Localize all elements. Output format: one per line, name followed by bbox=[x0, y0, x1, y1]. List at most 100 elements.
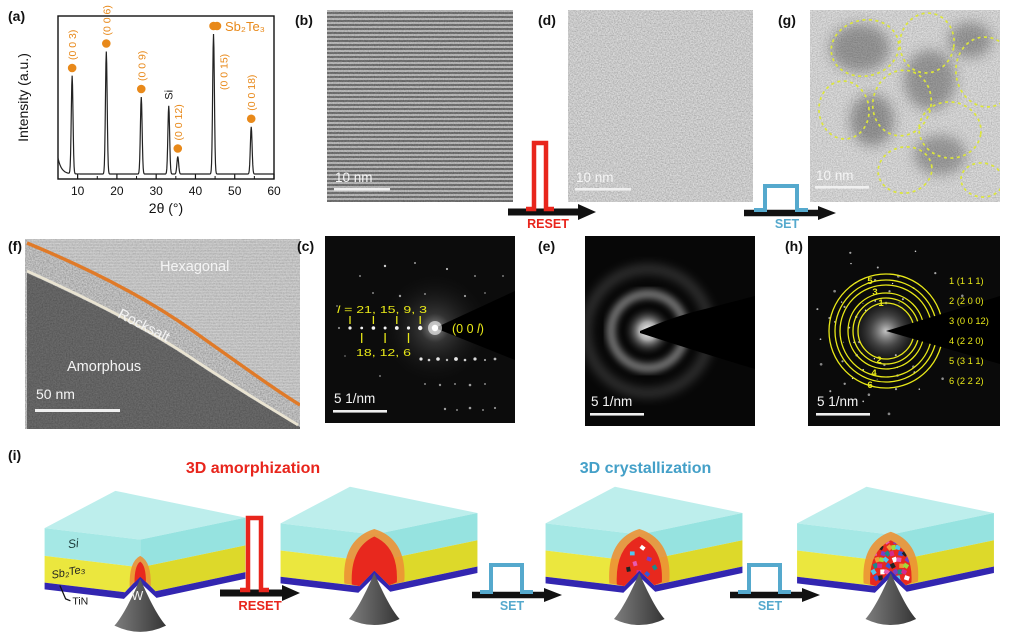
beam-stop bbox=[435, 291, 515, 360]
beam-stop bbox=[640, 296, 755, 369]
x-axis-label: 2θ (°) bbox=[149, 200, 183, 216]
set-pulse-arrow-3: SET bbox=[730, 563, 820, 612]
melt-core-red bbox=[351, 536, 397, 587]
svg-text:10 nm: 10 nm bbox=[576, 170, 614, 185]
svg-text:4 (2 2 0): 4 (2 2 0) bbox=[949, 336, 984, 346]
set-pulse-arrow-1: SET bbox=[744, 184, 836, 230]
scale-bar-c: 5 1/nm bbox=[333, 391, 387, 413]
svg-text:6 (2 2 2): 6 (2 2 2) bbox=[949, 376, 984, 386]
panel-label-d: (d) bbox=[538, 12, 556, 28]
scale-bar-g: 10 nm bbox=[815, 168, 869, 189]
peak-label: (0 0 18) bbox=[246, 75, 258, 111]
peak-label: (0 0 6) bbox=[101, 5, 113, 35]
scale-bar-d: 10 nm bbox=[575, 170, 631, 191]
svg-text:1 (1 1 1): 1 (1 1 1) bbox=[949, 276, 984, 286]
si-front-left-face bbox=[44, 528, 141, 568]
set-label: SET bbox=[775, 217, 800, 230]
peak-label: (0 0 12) bbox=[173, 104, 185, 140]
l-index-row-top: l = 21, 15, 9, 3 bbox=[337, 304, 427, 316]
layer-label-tin: TiN bbox=[72, 596, 88, 608]
device-schematic-amorphized bbox=[280, 486, 478, 626]
tungsten-tip-cone bbox=[114, 578, 167, 632]
tungsten-tip-cone bbox=[614, 573, 665, 626]
tin-layer bbox=[545, 566, 743, 593]
svg-text:5 1/nm: 5 1/nm bbox=[334, 391, 375, 406]
tin-pointer-line bbox=[59, 585, 71, 602]
device-schematic-initial: Si Sb₂Te₃ TiN W bbox=[44, 490, 246, 632]
svg-text:10: 10 bbox=[71, 184, 85, 198]
svg-text:1: 1 bbox=[878, 298, 884, 309]
svg-text:50 nm: 50 nm bbox=[36, 386, 75, 402]
si-top-face bbox=[280, 486, 478, 535]
grain-contrast bbox=[830, 22, 992, 175]
peak-label-si: Si bbox=[164, 90, 176, 100]
svg-text:50: 50 bbox=[228, 184, 242, 198]
annotation-ticks bbox=[349, 316, 421, 343]
sb2te3-front-right-face bbox=[140, 545, 246, 592]
tungsten-tip-cone bbox=[349, 573, 400, 626]
peak-marker bbox=[246, 114, 256, 124]
xrd-chart: 10 20 30 40 50 60 2θ (°) Intensity (a.u.) (0 0 3… bbox=[15, 5, 281, 216]
reset-pulse-arrow-1: RESET bbox=[508, 140, 596, 230]
xrd-curve bbox=[57, 33, 274, 175]
crystallization-title: 3D crystallization bbox=[579, 460, 712, 477]
arrow-head-icon bbox=[282, 585, 300, 601]
peak-marker bbox=[102, 39, 111, 48]
region-label-amorphous: Amorphous bbox=[67, 359, 141, 375]
si-front-right-face bbox=[639, 513, 743, 562]
si-top-face bbox=[545, 486, 743, 535]
legend-label: Sb₂Te₃ bbox=[225, 19, 265, 34]
svg-text:10 nm: 10 nm bbox=[335, 170, 373, 185]
svg-text:5 1/nm: 5 1/nm bbox=[591, 394, 632, 409]
region-label-hexagonal: Hexagonal bbox=[160, 259, 229, 275]
svg-text:3 (0 0 12): 3 (0 0 12) bbox=[949, 316, 989, 326]
panel-label-a: (a) bbox=[8, 8, 26, 24]
svg-text:5: 5 bbox=[867, 276, 873, 287]
beam-stop bbox=[886, 296, 1000, 364]
diffraction-image-c: l = 21, 15, 9, 3 18, 12, 6 (0 0 l) 5 1/n… bbox=[325, 236, 515, 423]
amorphous-region bbox=[27, 273, 300, 429]
panel-label-i: (i) bbox=[8, 447, 22, 463]
set-pulse-icon bbox=[754, 184, 808, 212]
reset-pulse-icon bbox=[240, 515, 269, 593]
reset-label: RESET bbox=[238, 598, 281, 613]
tungsten-tip-cone bbox=[865, 573, 917, 626]
reset-pulse-arrow-2: RESET bbox=[220, 515, 300, 613]
svg-text:6: 6 bbox=[867, 380, 872, 391]
svg-text:2: 2 bbox=[876, 355, 881, 366]
tin-layer bbox=[797, 566, 994, 593]
scale-bar-h: 5 1/nm bbox=[816, 394, 870, 416]
arrow-head-icon bbox=[802, 588, 820, 602]
panel-label-h: (h) bbox=[785, 238, 803, 254]
tem-image-g: 10 nm bbox=[810, 10, 1000, 202]
crystallites bbox=[626, 544, 658, 578]
si-front-right-face bbox=[890, 513, 994, 562]
layer-label-si: Si bbox=[67, 536, 80, 551]
set-pulse-icon bbox=[480, 563, 533, 594]
svg-text:3: 3 bbox=[872, 287, 877, 298]
hexagonal-rocksalt-interface-line bbox=[26, 241, 300, 407]
sb2te3-front-left-face bbox=[44, 555, 141, 593]
y-axis-label: Intensity (a.u.) bbox=[15, 53, 31, 142]
zone-axis-label: (0 0 l) bbox=[452, 322, 484, 336]
svg-text:5 (3 1 1): 5 (3 1 1) bbox=[949, 356, 984, 366]
ring-numbers: 1 2 3 4 5 6 bbox=[867, 276, 884, 391]
arrow-head-icon bbox=[544, 588, 562, 602]
tem-image-b: 10 nm bbox=[327, 10, 513, 202]
panel-label-f: (f) bbox=[8, 238, 22, 254]
diffraction-image-h: 1 2 3 4 5 6 1 (1 1 1) 2 (2 0 0) 3 (0 0 1… bbox=[808, 236, 1000, 426]
peak-marker bbox=[67, 63, 77, 73]
scale-bar-e: 5 1/nm bbox=[590, 394, 644, 416]
melt-core-red bbox=[134, 561, 146, 583]
svg-text:40: 40 bbox=[189, 184, 203, 198]
peak-marker bbox=[173, 144, 183, 153]
scale-bar-f: 50 nm bbox=[35, 386, 120, 412]
si-top-face bbox=[44, 490, 246, 540]
peak-label: (0 0 9) bbox=[136, 51, 148, 81]
reset-pulse-icon bbox=[526, 140, 554, 212]
legend-marker bbox=[212, 21, 222, 31]
tip-label-w: W bbox=[131, 589, 143, 603]
scale-bar-b: 10 nm bbox=[334, 170, 390, 191]
set-pulse-arrow-2: SET bbox=[472, 563, 562, 612]
